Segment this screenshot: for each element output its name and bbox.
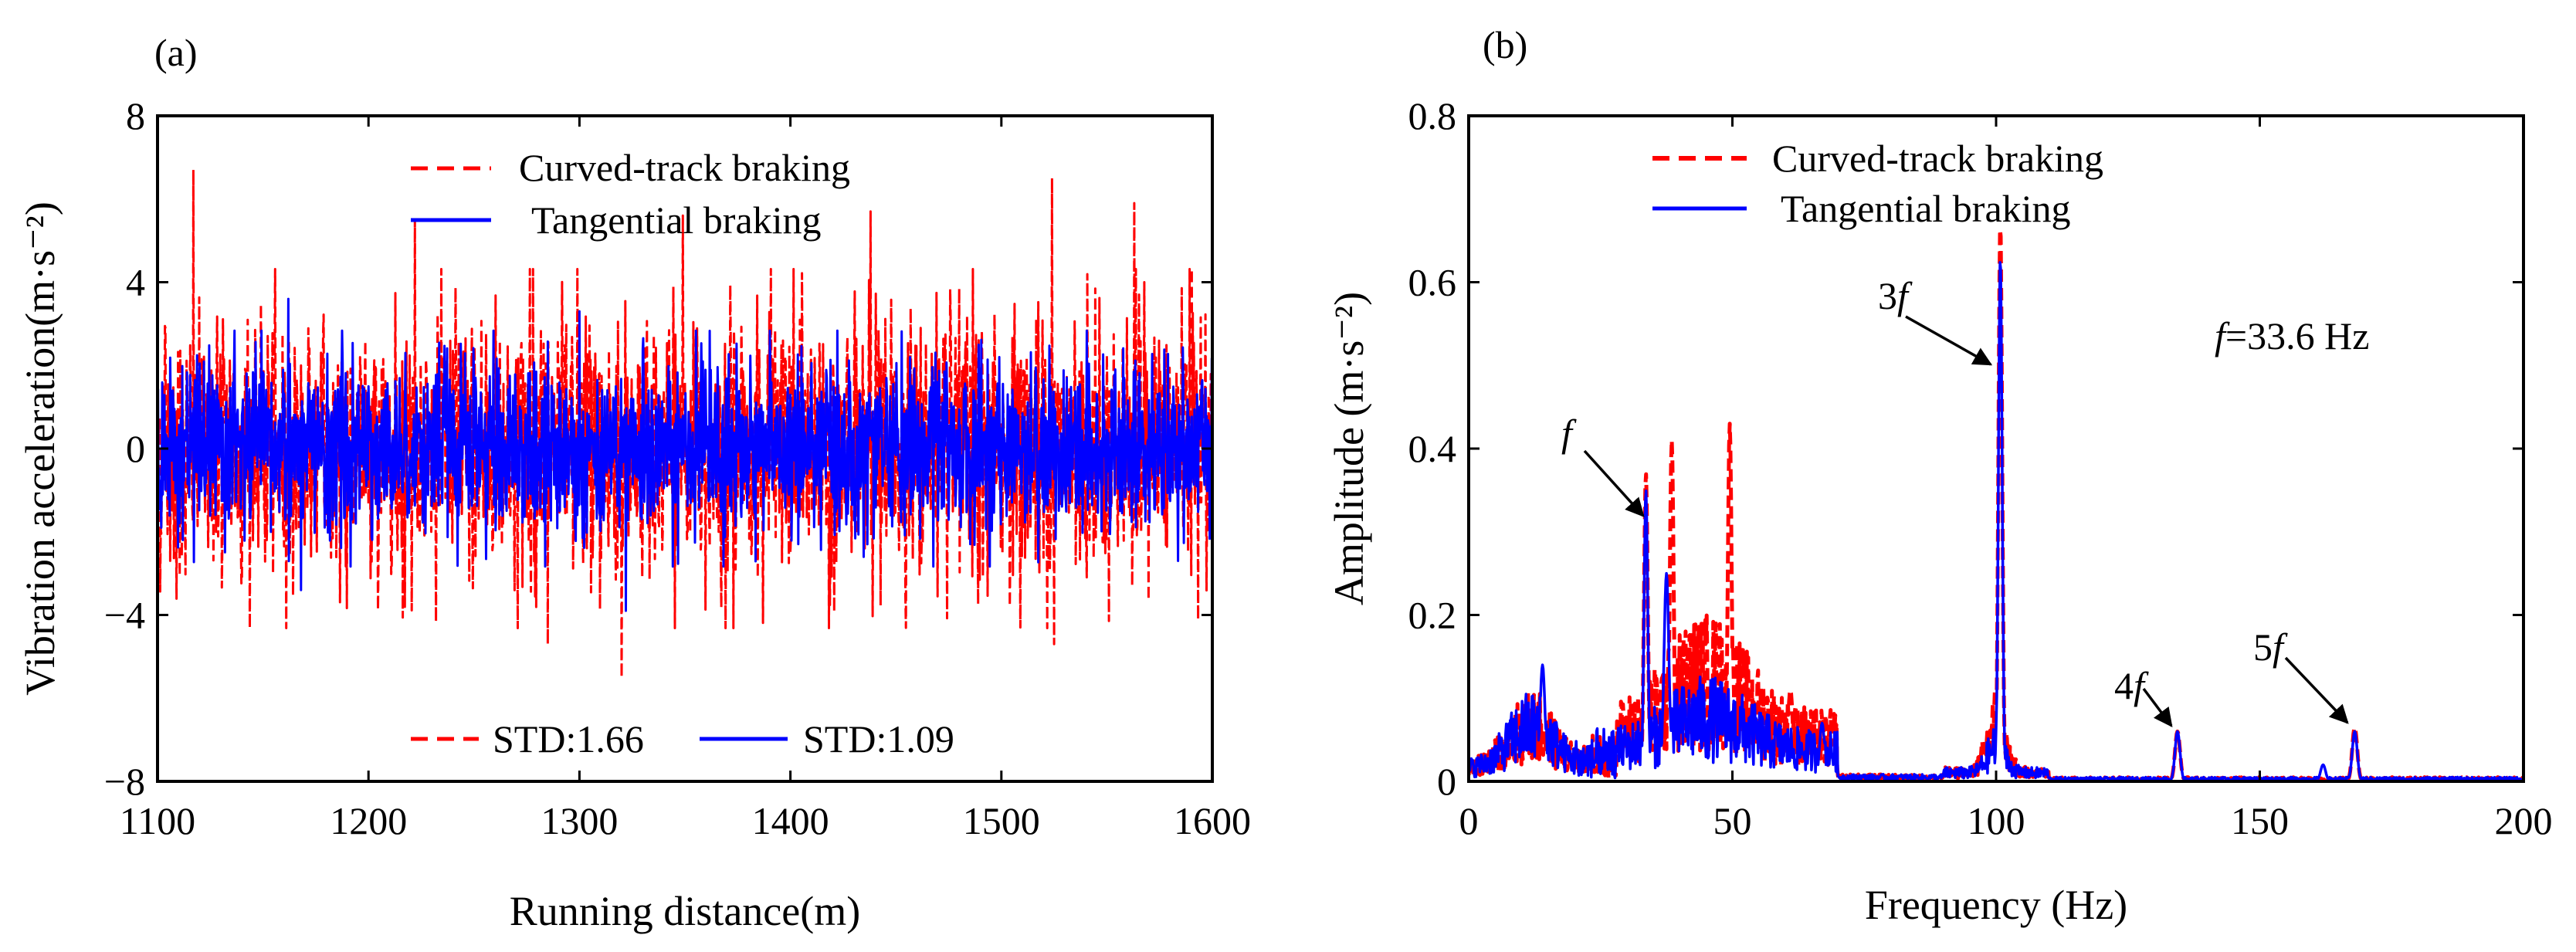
a-ytick-label: 8 <box>126 94 145 137</box>
std-label-tangential: STD:1.09 <box>803 717 954 761</box>
b-xtick-label: 200 <box>2495 799 2553 842</box>
panel-b-label: (b) <box>1483 23 1527 66</box>
b-series-line-1 <box>1469 261 2523 781</box>
a-xtick-label: 1100 <box>120 799 195 842</box>
a-ytick-label: −8 <box>104 760 145 803</box>
a-xtick-label: 1600 <box>1174 799 1251 842</box>
a-xtick-label: 1400 <box>752 799 829 842</box>
annotation-f: f <box>1561 412 1577 455</box>
b-ytick-label: 0.8 <box>1408 94 1457 137</box>
arrow-3f <box>1905 315 1993 366</box>
a-xtick-label: 1500 <box>963 799 1040 842</box>
b-ytick-label: 0.6 <box>1408 261 1457 304</box>
std-legend: STD:1.66 STD:1.09 <box>411 717 954 761</box>
series-tangential-braking <box>158 297 1212 612</box>
series-tangential-braking <box>1469 261 2523 781</box>
y-axis-label: Amplitude (m·s⁻²) <box>1326 292 1372 605</box>
legend-label-curved: Curved-track braking <box>1772 137 2103 180</box>
b-xtick-label: 50 <box>1713 799 1752 842</box>
x-axis: 0 50 100 150 200 <box>1459 116 2553 842</box>
b-xtick-label: 0 <box>1459 799 1479 842</box>
b-ytick-label: 0.4 <box>1408 427 1457 470</box>
a-xtick-label: 1200 <box>330 799 407 842</box>
arrow-5f <box>2284 656 2349 724</box>
b-ytick-label: 0 <box>1437 760 1456 803</box>
a-series-line-1 <box>158 297 1212 612</box>
std-label-curved: STD:1.66 <box>493 717 644 761</box>
y-axis: 0 0.2 0.4 0.6 0.8 <box>1408 94 2523 803</box>
legend: Curved-track braking Tangential braking <box>411 146 850 242</box>
a-ytick-label: 4 <box>126 261 145 304</box>
a-ytick-label: −4 <box>104 594 145 637</box>
panel-a-label: (a) <box>154 31 198 74</box>
arrow-f <box>1583 449 1645 517</box>
b-ytick-label: 0.2 <box>1408 594 1457 637</box>
x-axis: 1100 1200 1300 1400 1500 1600 <box>120 116 1251 842</box>
legend-label-tangential: Tangential braking <box>531 198 822 242</box>
panel-b: (b) 0 50 100 150 200 0 0.2 0.4 0.6 0.8 Frequency… <box>1326 23 2553 928</box>
a-ytick-label: 0 <box>126 427 145 470</box>
y-axis-label: Vibration acceleration(m·s⁻²) <box>17 202 63 696</box>
x-axis-label: Running distance(m) <box>510 888 860 934</box>
legend: Curved-track braking Tangential braking <box>1652 137 2103 230</box>
legend-label-curved: Curved-track braking <box>519 146 850 189</box>
annotation-4f: 4f <box>2114 664 2149 707</box>
frequency-note: f=33.6 Hz <box>2215 314 2369 357</box>
y-axis: −8 −4 0 4 8 <box>104 94 1212 803</box>
annotation-3f: 3f <box>1878 274 1913 317</box>
x-axis-label: Frequency (Hz) <box>1865 882 2127 928</box>
legend-label-tangential: Tangential braking <box>1781 187 2071 230</box>
a-xtick-label: 1300 <box>541 799 618 842</box>
b-xtick-label: 100 <box>1968 799 2025 842</box>
annotation-5f: 5f <box>2253 625 2288 669</box>
frequency-note-value: =33.6 Hz <box>2225 314 2370 357</box>
arrow-4f <box>2142 687 2173 727</box>
b-xtick-label: 150 <box>2231 799 2289 842</box>
panel-a: (a) 1100 1200 1300 1400 1500 1600 −8 −4 0 4 8 Run… <box>17 31 1251 934</box>
